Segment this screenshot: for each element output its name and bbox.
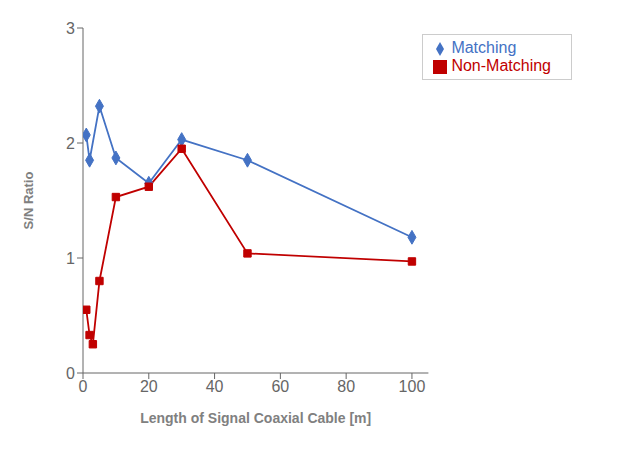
- svg-text:Length of Signal Coaxial Cable: Length of Signal Coaxial Cable [m]: [140, 410, 371, 426]
- svg-text:3: 3: [66, 20, 75, 37]
- svg-text:80: 80: [337, 378, 355, 395]
- html-text:Matching: Matching: [451, 39, 517, 56]
- svg-text:0: 0: [66, 365, 75, 382]
- html-text:Non-Matching: Non-Matching: [451, 57, 551, 74]
- svg-text:40: 40: [206, 378, 224, 395]
- svg-text:0: 0: [79, 378, 88, 395]
- svg-text:20: 20: [140, 378, 158, 395]
- svg-text:60: 60: [271, 378, 289, 395]
- svg-text:1: 1: [66, 250, 75, 267]
- svg-text:100: 100: [399, 378, 426, 395]
- svg-text:S/N Ratio: S/N Ratio: [21, 172, 36, 230]
- svg-text:2: 2: [66, 135, 75, 152]
